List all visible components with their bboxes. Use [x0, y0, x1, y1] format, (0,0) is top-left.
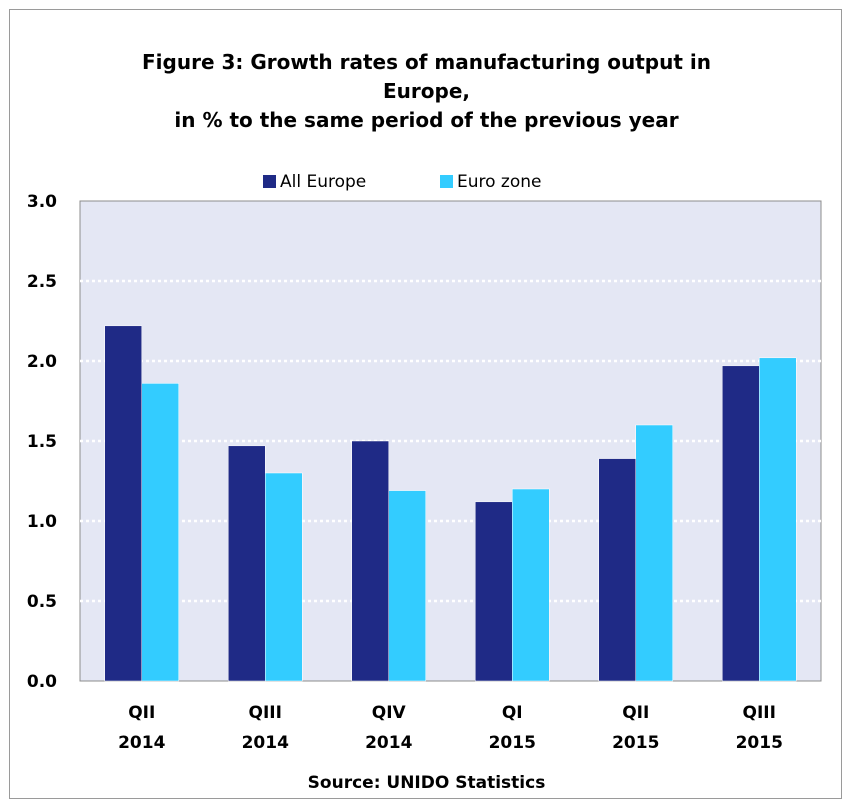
bar-euro-zone [265, 472, 303, 682]
x-tick-label: QIII [743, 703, 776, 723]
y-tick-label: 0.5 [27, 592, 57, 612]
bar-all-europe [598, 458, 636, 682]
bar-all-europe [475, 501, 513, 682]
y-tick-label: 3.0 [27, 192, 57, 212]
y-tick-label: 2.5 [27, 272, 57, 292]
x-tick-label: 2015 [736, 733, 783, 753]
x-tick-label: 2014 [365, 733, 412, 753]
x-tick-label: QIV [372, 703, 407, 723]
y-tick-label: 1.5 [27, 432, 57, 452]
plot-area [79, 200, 822, 682]
x-tick-label: QII [128, 703, 155, 723]
legend-item-euro-zone: Euro zone [440, 172, 542, 192]
legend-item-all-europe: All Europe [263, 172, 366, 192]
y-tick-label: 1.0 [27, 512, 57, 532]
bar-euro-zone [141, 383, 179, 682]
legend-swatch-all-europe [263, 175, 276, 188]
bar-euro-zone [512, 488, 550, 682]
bar-all-europe [104, 325, 142, 682]
x-tick-label: QII [622, 703, 649, 723]
bar-euro-zone [388, 490, 426, 682]
chart-title-line-3: in % to the same period of the previous … [174, 108, 679, 132]
x-tick-label: 2014 [242, 733, 289, 753]
y-tick-label: 2.0 [27, 352, 57, 372]
x-tick-label: QI [502, 703, 523, 723]
legend-swatch-euro-zone [440, 175, 453, 188]
chart-title-line-2: Europe, [383, 79, 470, 103]
bar-euro-zone [759, 357, 797, 682]
chart-title-line-1: Figure 3: Growth rates of manufacturing … [142, 50, 711, 74]
legend-label-all-europe: All Europe [280, 172, 367, 192]
chart-title: Figure 3: Growth rates of manufacturing … [0, 48, 853, 135]
legend-label-euro-zone: Euro zone [457, 172, 542, 192]
x-tick-label: 2015 [612, 733, 659, 753]
bar-all-europe [722, 365, 760, 682]
bar-euro-zone [635, 424, 673, 682]
y-tick-label: 0.0 [27, 672, 57, 692]
chart-source: Source: UNIDO Statistics [307, 773, 546, 793]
bar-all-europe [228, 445, 266, 682]
x-tick-label: QIII [249, 703, 282, 723]
bar-all-europe [351, 440, 389, 682]
x-tick-label: 2014 [118, 733, 165, 753]
x-tick-label: 2015 [489, 733, 536, 753]
